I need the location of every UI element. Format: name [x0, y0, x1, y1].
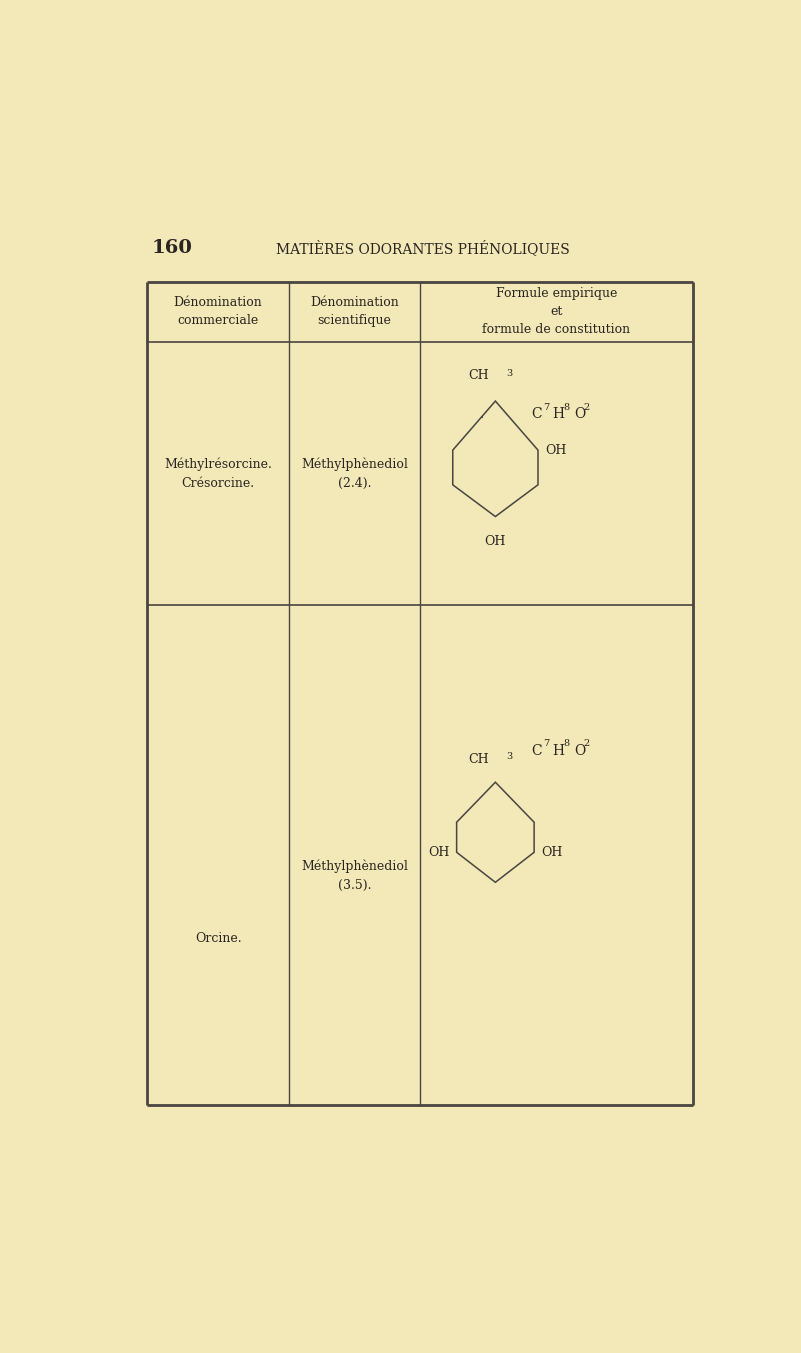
Text: O: O [574, 407, 585, 422]
Text: H: H [553, 744, 565, 758]
Text: 7: 7 [543, 403, 549, 411]
Text: Orcine.: Orcine. [195, 932, 241, 944]
Text: Méthylphènediol
(2.4).: Méthylphènediol (2.4). [301, 457, 408, 490]
Text: OH: OH [545, 444, 567, 457]
Text: H: H [553, 407, 565, 422]
Text: 8: 8 [564, 403, 570, 411]
Text: 3: 3 [506, 752, 513, 762]
Text: Méthylrésorcine.
Crésorcine.: Méthylrésorcine. Crésorcine. [164, 457, 272, 490]
Text: 3: 3 [506, 369, 513, 377]
Text: CH: CH [469, 369, 489, 383]
Text: OH: OH [541, 846, 563, 859]
Text: 7: 7 [543, 739, 549, 748]
Text: Dénomination
scientifique: Dénomination scientifique [310, 296, 399, 327]
Text: OH: OH [485, 536, 506, 548]
Text: Formule empirique
et
formule de constitution: Formule empirique et formule de constitu… [482, 287, 630, 337]
Text: OH: OH [428, 846, 449, 859]
Text: CH: CH [469, 752, 489, 766]
Text: Méthylphènediol
(3.5).: Méthylphènediol (3.5). [301, 859, 408, 892]
Text: C: C [532, 744, 542, 758]
Text: 2: 2 [583, 403, 590, 411]
Text: 160: 160 [151, 238, 192, 257]
Text: .: . [480, 407, 484, 422]
Text: 8: 8 [564, 739, 570, 748]
Text: 2: 2 [583, 739, 590, 748]
Text: Dénomination
commerciale: Dénomination commerciale [174, 296, 263, 327]
Text: C: C [532, 407, 542, 422]
Text: O: O [574, 744, 585, 758]
Text: MATIÈRES ODORANTES PHÉNOLIQUES: MATIÈRES ODORANTES PHÉNOLIQUES [276, 239, 570, 256]
